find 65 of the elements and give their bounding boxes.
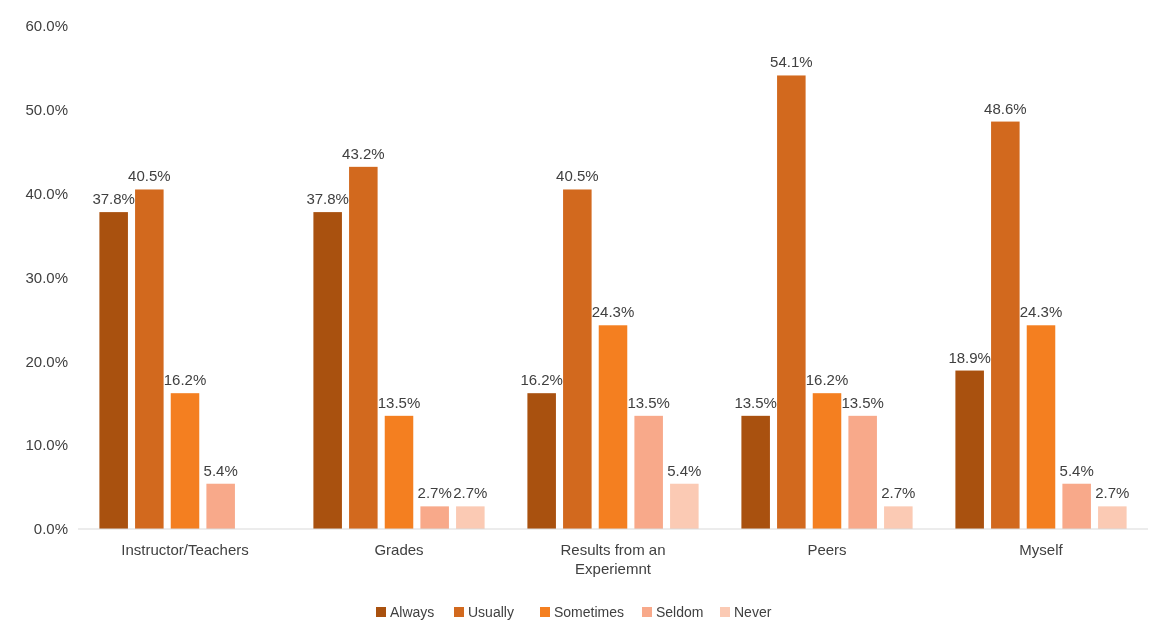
x-tick-label: Peers [807, 541, 847, 558]
legend-label: Usually [468, 604, 514, 620]
y-tick-label: 10.0% [25, 436, 68, 454]
data-label: 48.6% [984, 99, 1027, 117]
bar [99, 212, 128, 529]
data-label: 5.4% [1059, 461, 1094, 479]
data-label: 43.2% [342, 144, 385, 162]
x-tick-label: Myself [1019, 541, 1064, 558]
data-label: 40.5% [128, 167, 171, 185]
y-tick-label: 0.0% [33, 520, 68, 538]
data-label: 24.3% [591, 303, 635, 321]
data-label: 2.7% [881, 484, 916, 502]
bar [349, 166, 378, 529]
bar [420, 506, 449, 529]
data-label: 16.2% [520, 371, 563, 389]
data-label: 16.2% [163, 371, 207, 389]
bar [777, 75, 806, 529]
x-tick-label: Results from an Experiemnt [560, 541, 666, 577]
bar [1026, 325, 1056, 529]
data-label: 37.8% [306, 190, 349, 208]
bar [527, 393, 556, 529]
bar [741, 415, 770, 529]
bar [1062, 483, 1091, 529]
bar [884, 506, 913, 529]
data-label: 2.7% [1095, 484, 1130, 502]
legend-label: Always [390, 604, 435, 620]
y-tick-label: 20.0% [25, 352, 68, 370]
bar [955, 370, 984, 529]
data-label: 5.4% [667, 461, 702, 479]
legend-label: Sometimes [554, 604, 625, 620]
bar [384, 415, 414, 529]
bar [670, 483, 699, 529]
bar [206, 483, 235, 529]
bar [991, 121, 1020, 529]
bar [563, 189, 592, 529]
bar [456, 506, 485, 529]
bar [634, 415, 663, 529]
y-tick-label: 30.0% [25, 268, 68, 286]
bar [1098, 506, 1127, 529]
data-label: 13.5% [627, 393, 670, 411]
data-label: 40.5% [556, 167, 599, 185]
y-tick-label: 50.0% [25, 101, 68, 119]
bar [313, 212, 342, 529]
data-label: 13.5% [734, 393, 777, 411]
data-label: 18.9% [948, 348, 991, 366]
data-label: 13.5% [841, 393, 884, 411]
x-tick-label: Instructor/Teachers [121, 541, 249, 558]
data-label: 16.2% [805, 371, 849, 389]
bar [598, 325, 628, 529]
data-label: 24.3% [1019, 303, 1063, 321]
bar [812, 393, 842, 529]
data-label: 13.5% [377, 393, 421, 411]
y-tick-label: 60.0% [25, 17, 68, 35]
bar [848, 415, 877, 529]
data-label: 5.4% [203, 461, 238, 479]
y-tick-label: 40.0% [25, 184, 68, 202]
data-label: 2.7% [417, 484, 452, 502]
data-label: 37.8% [92, 190, 135, 208]
legend-label: Seldom [656, 604, 704, 620]
data-label: 54.1% [770, 53, 813, 71]
data-label: 2.7% [453, 484, 488, 502]
legend-label: Never [734, 604, 772, 620]
bar [170, 393, 200, 529]
x-tick-label: Grades [374, 541, 424, 558]
bar [135, 189, 164, 529]
